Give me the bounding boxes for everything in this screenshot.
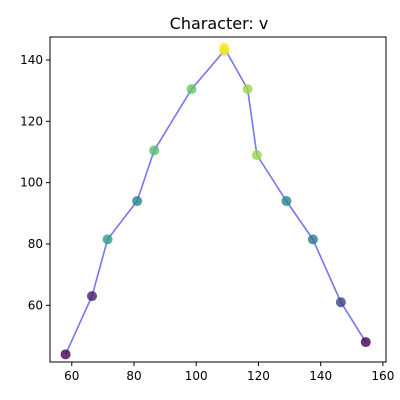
data-point-8 [219, 42, 230, 53]
y-tick-label: 80 [28, 237, 43, 251]
data-point-13 [335, 297, 346, 308]
series-line [64, 44, 367, 355]
data-point-6 [186, 84, 197, 95]
data-point-2 [87, 291, 97, 302]
y-tick-label: 100 [20, 176, 43, 190]
y-tick-label: 120 [20, 114, 43, 128]
data-point-1 [60, 349, 71, 360]
x-tick-label: 120 [247, 369, 270, 383]
data-point-5 [149, 145, 160, 156]
x-tick-label: 140 [309, 369, 332, 383]
x-tick-label: 80 [126, 369, 141, 383]
x-tick-label: 60 [64, 369, 79, 383]
plot-layer [60, 42, 371, 360]
chart-title: Character: v [170, 14, 269, 33]
y-tick-label: 140 [20, 53, 43, 67]
data-point-3 [102, 234, 113, 245]
data-point-14 [360, 337, 371, 348]
data-point-4 [132, 196, 143, 207]
x-tick-label: 160 [371, 369, 394, 383]
data-point-9 [242, 84, 253, 95]
data-point-10 [251, 150, 262, 161]
y-tick-label: 60 [28, 298, 43, 312]
data-point-11 [281, 196, 292, 207]
plot-area-frame [49, 36, 387, 363]
x-tick-label: 100 [185, 369, 208, 383]
data-point-12 [307, 234, 318, 245]
axis-layer: 60 80 100 120 140 160 60 80 100 120 140 [20, 53, 394, 383]
